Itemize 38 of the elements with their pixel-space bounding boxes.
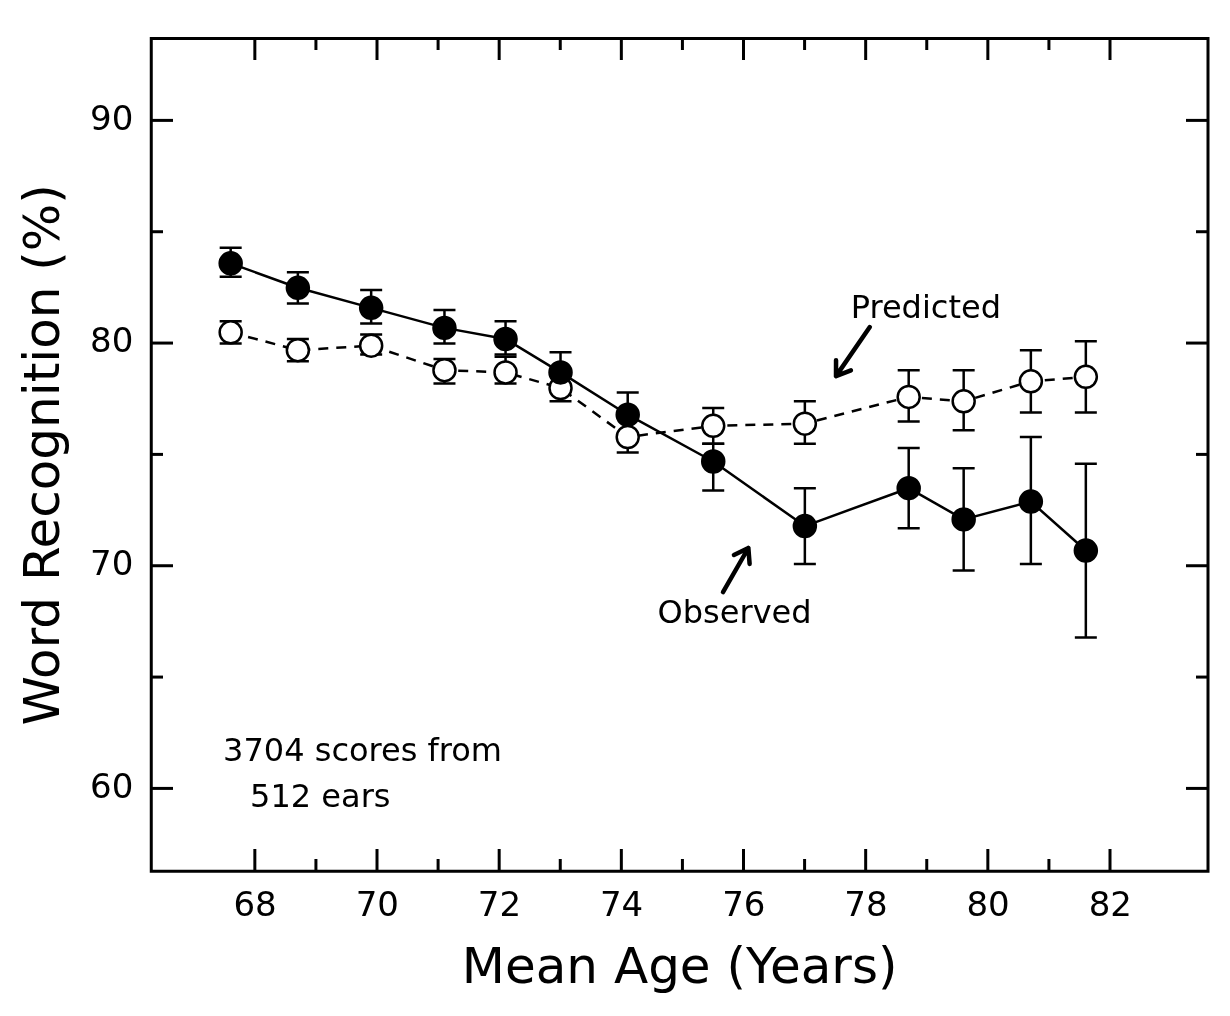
point <box>493 360 518 385</box>
y-tick-label: 70 <box>90 542 134 583</box>
point <box>615 424 640 450</box>
x-tick-label: 68 <box>233 884 277 925</box>
y-axis-title: Word Recognition (%) <box>12 184 71 726</box>
x-tick-label: 80 <box>966 884 1010 925</box>
y-tick-label: 80 <box>90 320 134 361</box>
point <box>548 360 573 385</box>
y-tick-label: 90 <box>90 97 134 138</box>
point <box>896 475 921 501</box>
x-tick-label: 72 <box>477 884 522 925</box>
point <box>1018 489 1044 514</box>
series-label: Predicted <box>850 288 1001 327</box>
point <box>700 449 726 474</box>
point <box>1073 364 1099 390</box>
legend-label: Observed <box>657 593 812 632</box>
y-tick-label: 60 <box>90 765 134 806</box>
point <box>218 251 243 276</box>
point <box>700 413 726 439</box>
annotation: 3704 scores from 512 ears <box>223 731 503 816</box>
point <box>615 402 640 427</box>
point <box>1073 538 1099 563</box>
point <box>285 275 311 301</box>
x-tick-label: 78 <box>844 884 888 925</box>
x-tick-label: 76 <box>722 884 766 925</box>
point <box>493 326 518 352</box>
point <box>951 507 976 532</box>
point <box>358 295 384 321</box>
point <box>432 315 457 341</box>
point <box>1018 369 1044 394</box>
x-tick-label: 70 <box>355 884 399 925</box>
point <box>792 411 818 436</box>
x-tick-label: 82 <box>1088 884 1132 925</box>
point <box>896 384 921 410</box>
point <box>792 513 818 539</box>
x-tick-label: 74 <box>599 884 644 925</box>
x-axis-title: Mean Age (Years) <box>461 936 898 995</box>
point <box>951 389 976 414</box>
